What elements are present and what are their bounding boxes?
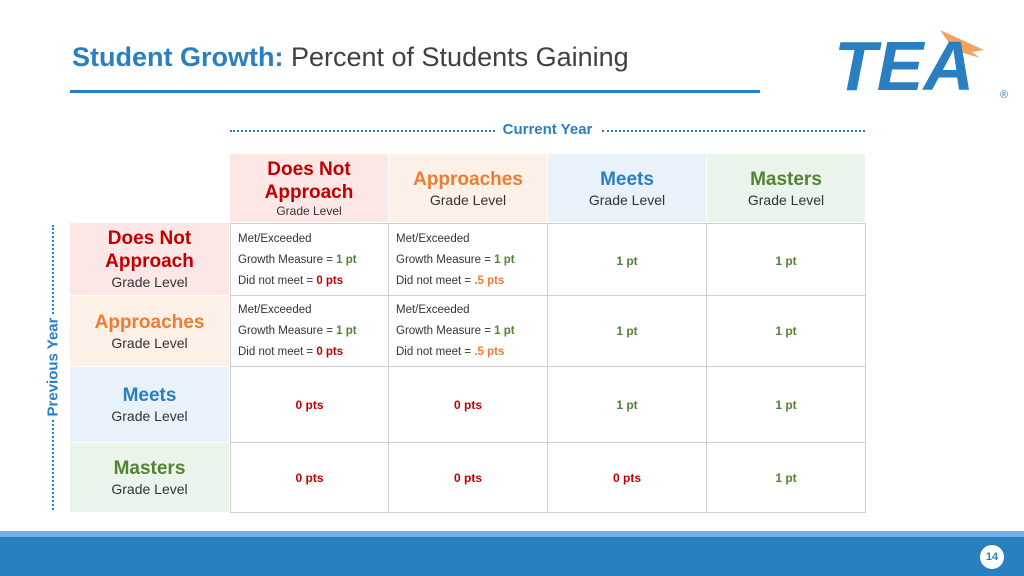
row-title: Does Not Approach — [105, 228, 194, 272]
rule-line: Growth Measure = 1 pt — [396, 254, 515, 266]
row-title: Masters — [113, 458, 186, 479]
points-value: 1 pt — [775, 324, 797, 338]
column-title: Masters — [750, 168, 822, 190]
cell-meets-masters: 1 pt — [707, 367, 866, 443]
cell-masters-masters: 1 pt — [707, 443, 866, 513]
points-value: 0 pts — [295, 398, 324, 412]
rule-value: 0 pts — [316, 346, 344, 358]
tea-logo: TEA ® — [832, 22, 1017, 105]
rule-line: Growth Measure = 1 pt — [238, 254, 357, 266]
cell-dna-meets: 1 pt — [548, 223, 707, 296]
title-bold: Student Growth: — [72, 42, 284, 72]
column-subtitle: Grade Level — [429, 191, 507, 208]
logo-registered-mark: ® — [1000, 89, 1008, 101]
title-underline — [70, 90, 760, 93]
cell-approaches-masters: 1 pt — [707, 296, 866, 367]
column-subtitle: Grade Level — [747, 191, 825, 208]
footer-bar — [0, 537, 1024, 576]
points-value: 1 pt — [616, 398, 638, 412]
column-header-does-not-approach: Does Not Approach Grade Level — [230, 154, 388, 222]
column-title: Does Not Approach — [264, 159, 354, 203]
points-value: 0 pts — [295, 471, 324, 485]
rule-value: .5 pts — [474, 346, 505, 358]
points-value: 1 pt — [775, 398, 797, 412]
cell-meets-approaches: 0 pts — [389, 367, 548, 443]
rule-value: 0 pts — [316, 275, 344, 287]
rule-value: 1 pt — [494, 325, 515, 337]
rule-value: 1 pt — [336, 254, 357, 266]
points-value: 1 pt — [616, 324, 638, 338]
cell-dna-dna: Met/Exceeded Growth Measure = 1 pt Did n… — [230, 223, 389, 296]
column-header-masters: Masters Grade Level — [707, 154, 865, 222]
points-value: 1 pt — [616, 254, 638, 268]
cell-masters-approaches: 0 pts — [389, 443, 548, 513]
current-year-axis: Current Year — [230, 121, 865, 141]
points-value: 1 pt — [775, 471, 797, 485]
column-header-approaches: Approaches Grade Level — [389, 154, 547, 222]
rule-line: Met/Exceeded — [238, 304, 312, 316]
rule-line: Did not meet = .5 pts — [396, 275, 505, 287]
column-subtitle: Grade Level — [588, 191, 666, 208]
rule-value: 1 pt — [336, 325, 357, 337]
rule-line: Growth Measure = 1 pt — [238, 325, 357, 337]
points-value: 1 pt — [775, 254, 797, 268]
cell-meets-meets: 1 pt — [548, 367, 707, 443]
column-title: Meets — [600, 168, 654, 190]
points-value: 0 pts — [612, 471, 641, 485]
page-number: 14 — [980, 545, 1004, 569]
cell-dna-approaches: Met/Exceeded Growth Measure = 1 pt Did n… — [389, 223, 548, 296]
cell-dna-masters: 1 pt — [707, 223, 866, 296]
row-title: Meets — [122, 385, 177, 406]
title-rest: Percent of Students Gaining — [283, 42, 629, 72]
row-subtitle: Grade Level — [111, 481, 188, 497]
rule-line: Did not meet = .5 pts — [396, 346, 505, 358]
points-value: 0 pts — [453, 398, 482, 412]
cell-approaches-dna: Met/Exceeded Growth Measure = 1 pt Did n… — [230, 296, 389, 367]
logo-text: TEA — [834, 27, 974, 102]
rule-line: Did not meet = 0 pts — [238, 275, 344, 287]
cell-approaches-approaches: Met/Exceeded Growth Measure = 1 pt Did n… — [389, 296, 548, 367]
rule-line: Met/Exceeded — [396, 304, 470, 316]
row-title: Approaches — [94, 311, 205, 333]
rule-line: Did not meet = 0 pts — [238, 346, 344, 358]
rule-line: Growth Measure = 1 pt — [396, 325, 515, 337]
previous-year-axis: Previous Year — [42, 225, 64, 510]
row-header-approaches: Approaches Grade Level — [70, 296, 229, 366]
points-value: 0 pts — [453, 471, 482, 485]
footer-accent-bar — [0, 531, 1024, 537]
column-title: Approaches — [413, 168, 523, 190]
current-year-label: Current Year — [500, 121, 595, 138]
row-header-meets: Meets Grade Level — [70, 367, 229, 442]
rule-line: Met/Exceeded — [396, 233, 470, 245]
row-subtitle: Grade Level — [111, 334, 188, 351]
row-subtitle: Grade Level — [111, 408, 188, 424]
rule-value: 1 pt — [494, 254, 515, 266]
cell-masters-meets: 0 pts — [548, 443, 707, 513]
rule-line: Met/Exceeded — [238, 233, 312, 245]
previous-year-label: Previous Year — [44, 314, 62, 420]
cell-approaches-meets: 1 pt — [548, 296, 707, 367]
page-title: Student Growth: Percent of Students Gain… — [72, 42, 629, 73]
row-header-masters: Masters Grade Level — [70, 443, 229, 512]
column-header-meets: Meets Grade Level — [548, 154, 706, 222]
cell-meets-dna: 0 pts — [230, 367, 389, 443]
column-subtitle: Grade Level — [276, 204, 342, 218]
row-header-does-not-approach: Does Not Approach Grade Level — [70, 223, 229, 295]
row-subtitle: Grade Level — [111, 274, 188, 290]
cell-masters-dna: 0 pts — [230, 443, 389, 513]
rule-value: .5 pts — [474, 275, 505, 287]
